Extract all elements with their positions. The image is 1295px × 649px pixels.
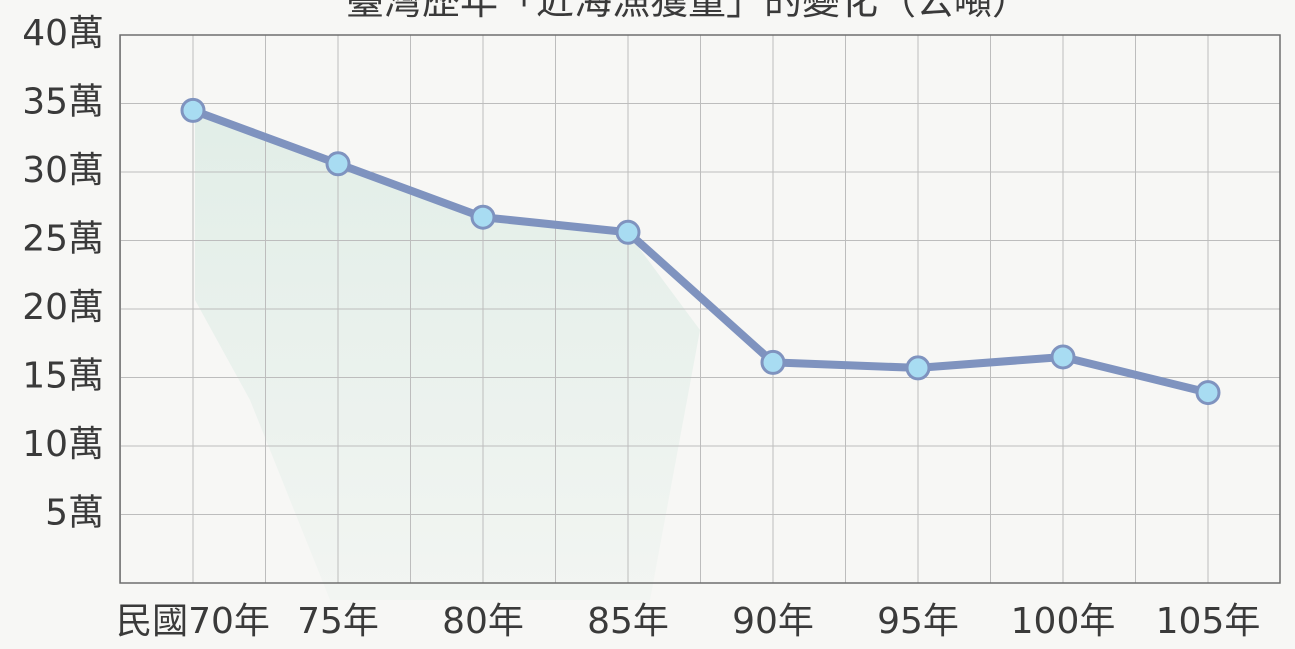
data-point bbox=[1195, 380, 1221, 406]
x-tick-label: 105年 bbox=[1156, 601, 1261, 642]
series-line bbox=[189, 106, 1212, 397]
x-tick-label: 民國70年 bbox=[116, 601, 270, 642]
y-tick-label: 10萬 bbox=[22, 424, 104, 465]
x-tick-label: 100年 bbox=[1011, 601, 1116, 642]
background-wash bbox=[195, 110, 700, 600]
y-tick-label: 35萬 bbox=[22, 82, 104, 123]
y-tick-label: 15萬 bbox=[22, 356, 104, 397]
x-tick-label: 80年 bbox=[442, 601, 524, 642]
data-point bbox=[470, 204, 496, 230]
data-point bbox=[325, 151, 351, 177]
chart-title: 臺灣歷年「近海漁獲量」的變化（公噸） bbox=[346, 0, 1030, 23]
x-tick-label: 90年 bbox=[732, 601, 814, 642]
grid bbox=[120, 34, 1280, 583]
data-point bbox=[905, 355, 931, 381]
x-axis: 民國70年 75年 80年 85年 90年 95年 100年 105年 bbox=[116, 601, 1260, 642]
y-tick-label: 25萬 bbox=[22, 219, 104, 260]
x-tick-label: 95年 bbox=[877, 601, 959, 642]
x-tick-label: 85年 bbox=[587, 601, 669, 642]
series bbox=[180, 97, 1221, 406]
plot-frame bbox=[119, 34, 1281, 584]
data-point bbox=[180, 97, 206, 123]
x-tick-label: 75年 bbox=[297, 601, 379, 642]
y-tick-label: 30萬 bbox=[22, 150, 104, 191]
data-point bbox=[615, 219, 641, 245]
data-point bbox=[1050, 344, 1076, 370]
y-tick-label: 40萬 bbox=[22, 13, 104, 54]
y-tick-label: 20萬 bbox=[22, 287, 104, 328]
data-point bbox=[760, 349, 786, 375]
y-axis: 5萬 10萬 15萬 20萬 25萬 30萬 35萬 40萬 bbox=[22, 13, 104, 534]
y-tick-label: 5萬 bbox=[45, 493, 104, 534]
